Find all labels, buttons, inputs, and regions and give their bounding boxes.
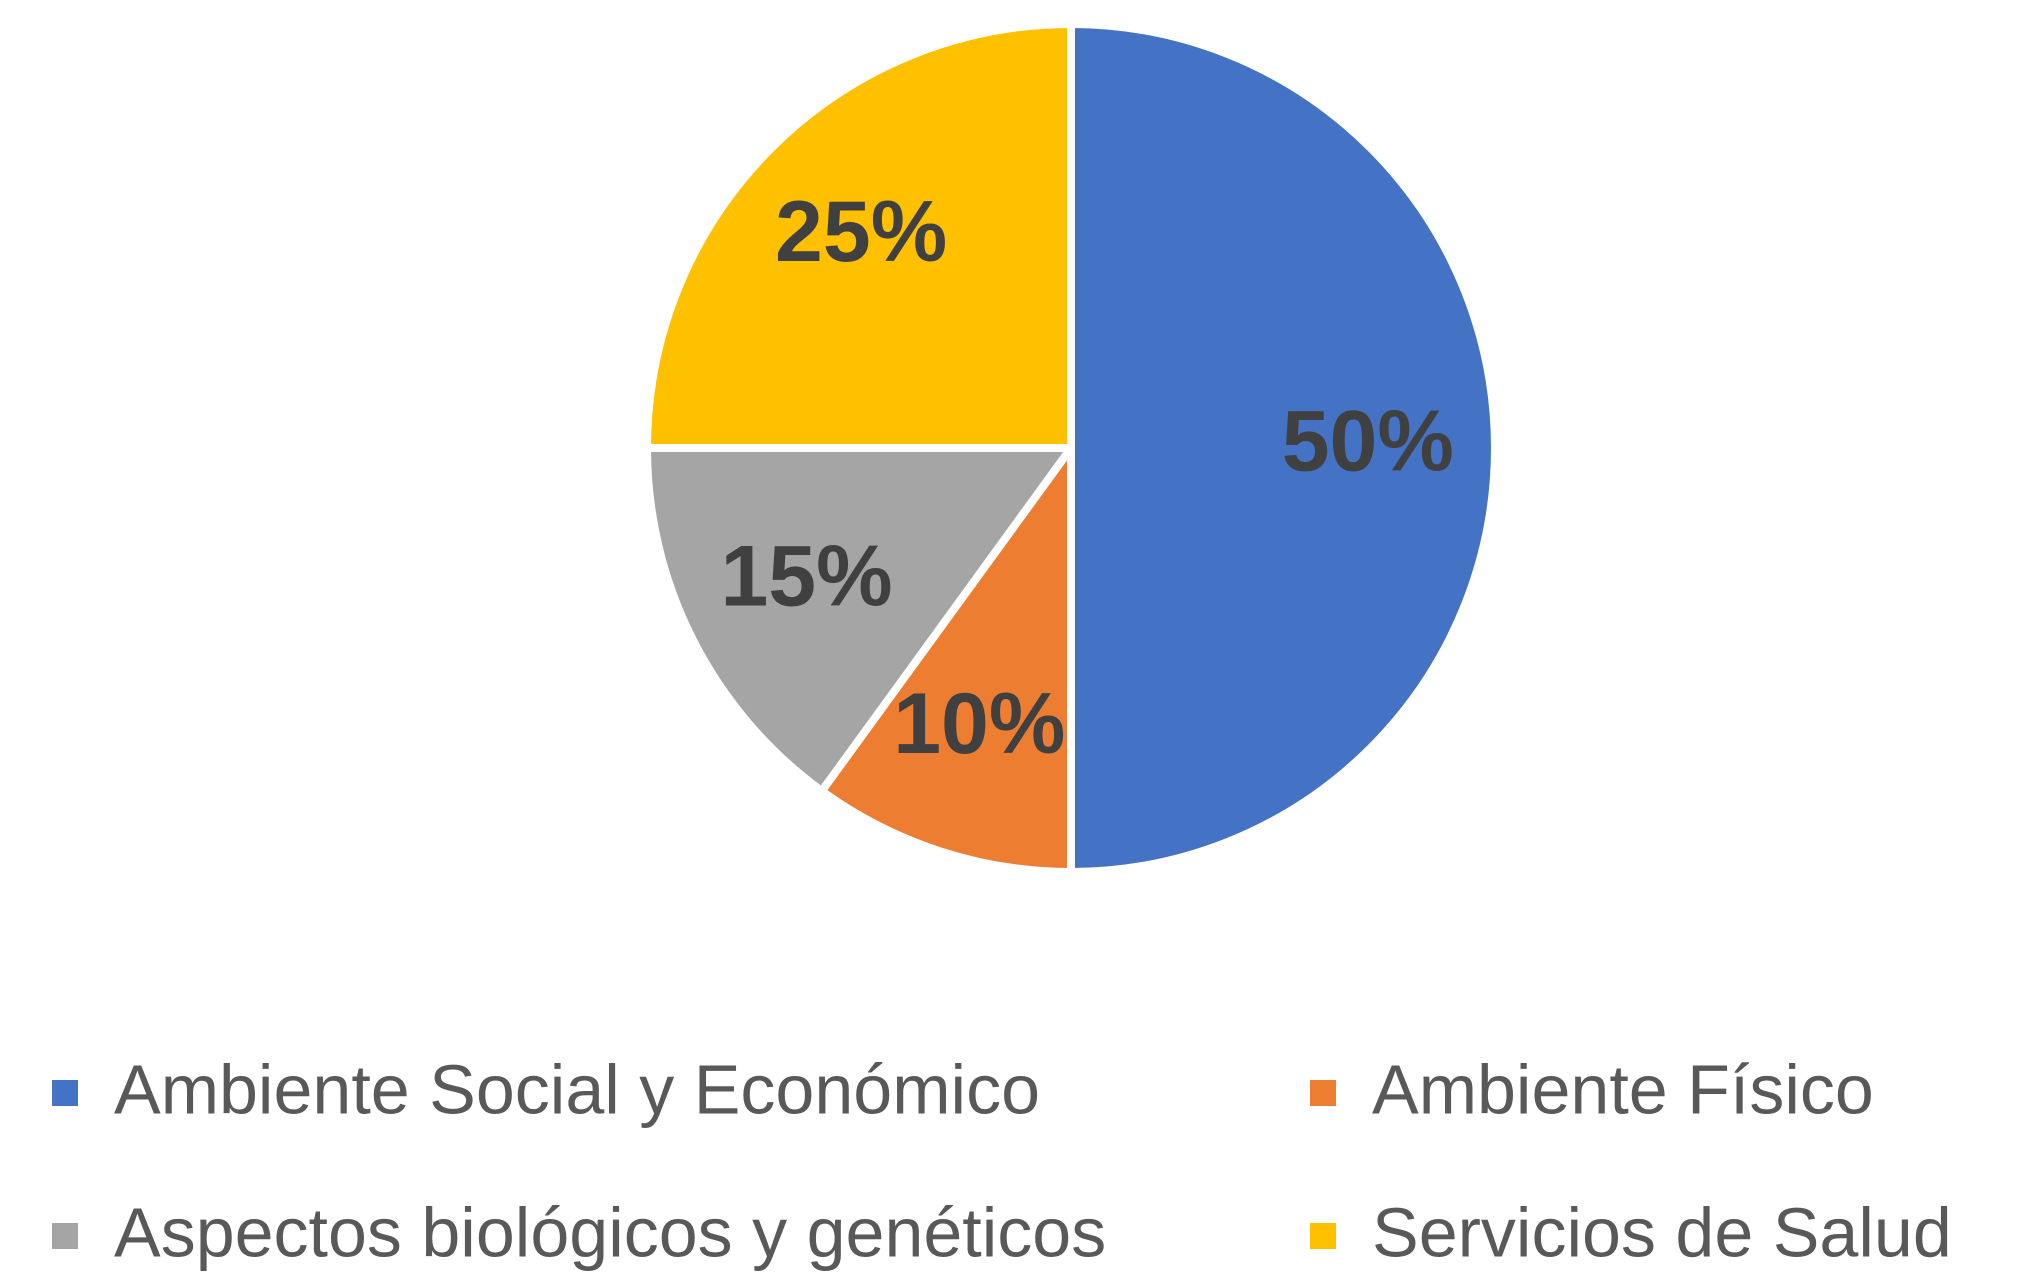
data-label: 25%	[775, 184, 947, 280]
legend-label: Servicios de Salud	[1372, 1193, 1952, 1271]
data-label: 50%	[1282, 394, 1454, 490]
data-label: 15%	[720, 528, 892, 624]
legend-marker	[1310, 1223, 1336, 1249]
pie-slice	[643, 20, 1075, 452]
legend-marker	[52, 1223, 78, 1249]
legend-marker	[52, 1080, 78, 1106]
legend-label: Aspectos biológicos y genéticos	[114, 1193, 1106, 1271]
pie-slice	[817, 444, 1075, 876]
data-label: 10%	[893, 676, 1065, 772]
legend-marker	[1310, 1080, 1336, 1106]
pie-slice	[643, 444, 1075, 796]
legend-label: Ambiente Social y Económico	[114, 1050, 1040, 1128]
pie-slice	[1067, 20, 1499, 876]
legend-label: Ambiente Físico	[1372, 1050, 1874, 1128]
